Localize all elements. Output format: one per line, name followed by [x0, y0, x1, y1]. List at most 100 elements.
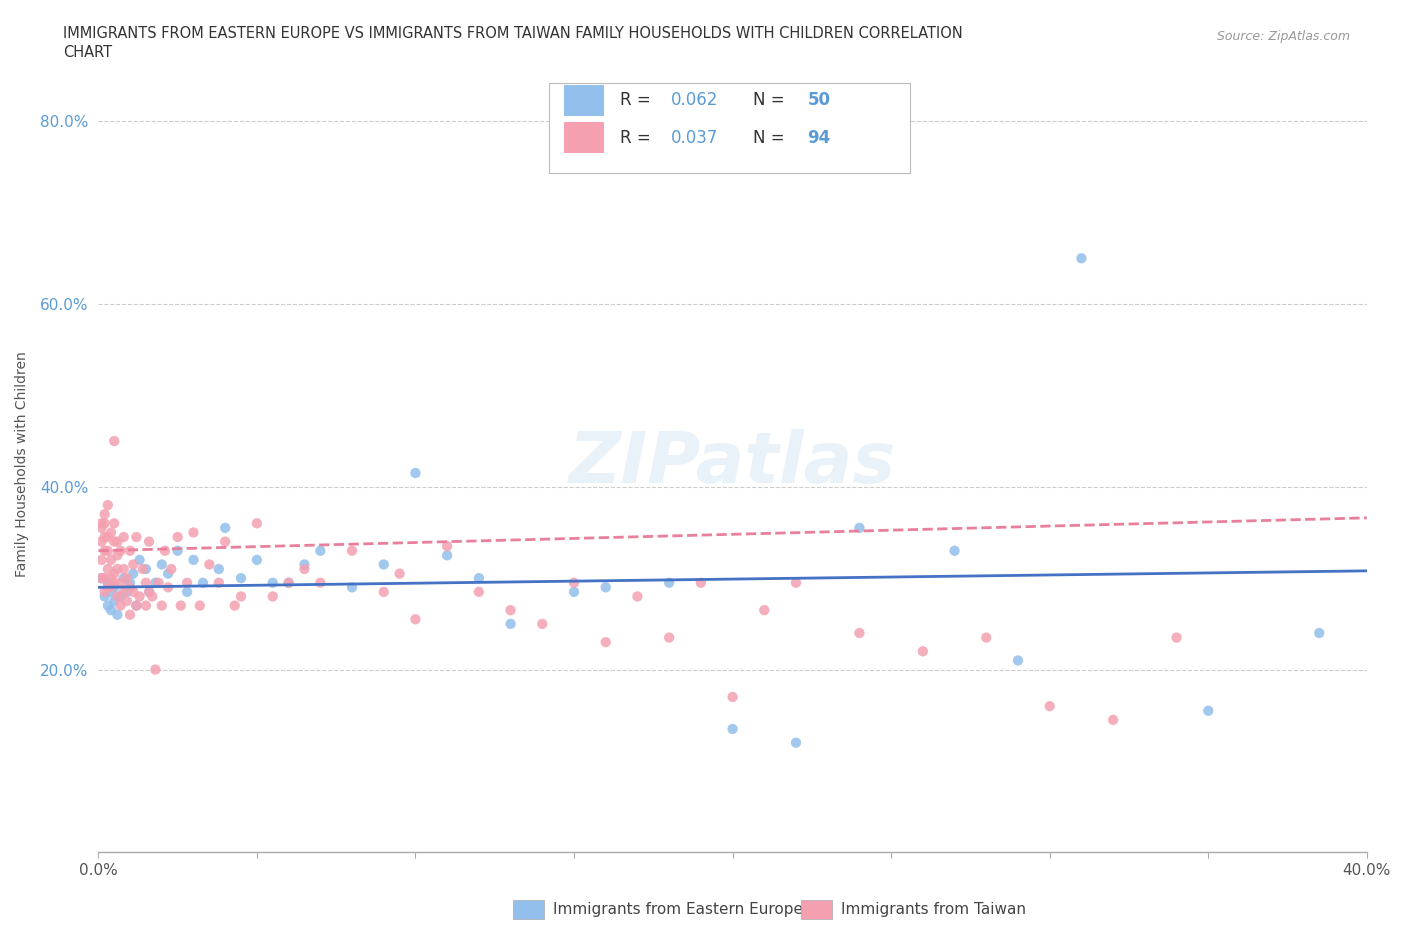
- Text: Immigrants from Taiwan: Immigrants from Taiwan: [841, 902, 1026, 917]
- Point: [118, 607, 141, 622]
- Point: [721, 722, 744, 737]
- Point: [166, 529, 188, 544]
- Point: [97, 580, 120, 595]
- Point: [93, 507, 115, 522]
- Point: [157, 566, 180, 581]
- Point: [1007, 653, 1029, 668]
- Point: [404, 612, 426, 627]
- Point: [388, 566, 411, 581]
- Point: [148, 576, 170, 591]
- Point: [176, 584, 198, 599]
- Point: [294, 562, 316, 577]
- Point: [122, 566, 145, 581]
- Point: [93, 529, 115, 544]
- Text: R =: R =: [620, 91, 655, 110]
- Point: [157, 580, 180, 595]
- Point: [90, 571, 112, 586]
- Point: [103, 516, 125, 531]
- Point: [103, 576, 125, 591]
- Point: [436, 538, 458, 553]
- Point: [103, 593, 125, 608]
- Bar: [564, 122, 605, 153]
- Point: [125, 598, 148, 613]
- Point: [110, 589, 132, 604]
- Point: [208, 576, 231, 591]
- Text: 50: 50: [807, 91, 831, 110]
- Point: [1039, 698, 1062, 713]
- Point: [262, 589, 284, 604]
- Point: [754, 603, 776, 618]
- Point: [166, 543, 188, 558]
- Point: [100, 571, 122, 586]
- Point: [468, 584, 491, 599]
- Point: [340, 543, 363, 558]
- Point: [105, 548, 128, 563]
- Point: [125, 529, 148, 544]
- Point: [105, 562, 128, 577]
- Point: [103, 580, 125, 595]
- Point: [125, 598, 148, 613]
- Point: [373, 584, 395, 599]
- Point: [689, 576, 711, 591]
- Point: [562, 576, 585, 591]
- Point: [112, 529, 135, 544]
- Point: [97, 598, 120, 613]
- Point: [115, 584, 138, 599]
- Point: [103, 566, 125, 581]
- Point: [93, 543, 115, 558]
- Point: [122, 584, 145, 599]
- Point: [170, 598, 193, 613]
- Text: R =: R =: [620, 128, 655, 147]
- Point: [595, 580, 617, 595]
- Point: [138, 534, 160, 549]
- Point: [145, 576, 167, 591]
- Text: Source: ZipAtlas.com: Source: ZipAtlas.com: [1216, 30, 1350, 43]
- Point: [1166, 631, 1188, 645]
- Point: [93, 571, 115, 586]
- Point: [277, 576, 299, 591]
- Point: [229, 571, 252, 586]
- Point: [499, 617, 522, 631]
- Point: [128, 552, 150, 567]
- Point: [153, 543, 176, 558]
- Point: [110, 598, 132, 613]
- Point: [183, 525, 205, 540]
- Point: [626, 589, 648, 604]
- Point: [1070, 251, 1092, 266]
- Text: 94: 94: [807, 128, 831, 147]
- Point: [100, 603, 122, 618]
- Point: [150, 557, 173, 572]
- Point: [110, 543, 132, 558]
- Point: [132, 562, 155, 577]
- Y-axis label: Family Households with Children: Family Households with Children: [15, 351, 30, 577]
- Point: [373, 557, 395, 572]
- Point: [531, 617, 554, 631]
- Point: [160, 562, 183, 577]
- Point: [145, 662, 167, 677]
- Point: [135, 562, 157, 577]
- Point: [1308, 626, 1330, 641]
- Text: N =: N =: [752, 128, 790, 147]
- Point: [93, 589, 115, 604]
- Bar: [564, 85, 605, 116]
- Point: [97, 543, 120, 558]
- Point: [100, 552, 122, 567]
- Point: [135, 598, 157, 613]
- Point: [208, 562, 231, 577]
- Point: [90, 571, 112, 586]
- Point: [105, 534, 128, 549]
- Point: [90, 516, 112, 531]
- Point: [499, 603, 522, 618]
- Point: [100, 584, 122, 599]
- Point: [112, 562, 135, 577]
- Point: [224, 598, 246, 613]
- Point: [785, 576, 807, 591]
- Point: [110, 576, 132, 591]
- Text: 0.062: 0.062: [671, 91, 718, 110]
- Point: [404, 466, 426, 481]
- Point: [183, 552, 205, 567]
- Point: [229, 589, 252, 604]
- Point: [118, 576, 141, 591]
- Point: [309, 543, 332, 558]
- Point: [141, 589, 163, 604]
